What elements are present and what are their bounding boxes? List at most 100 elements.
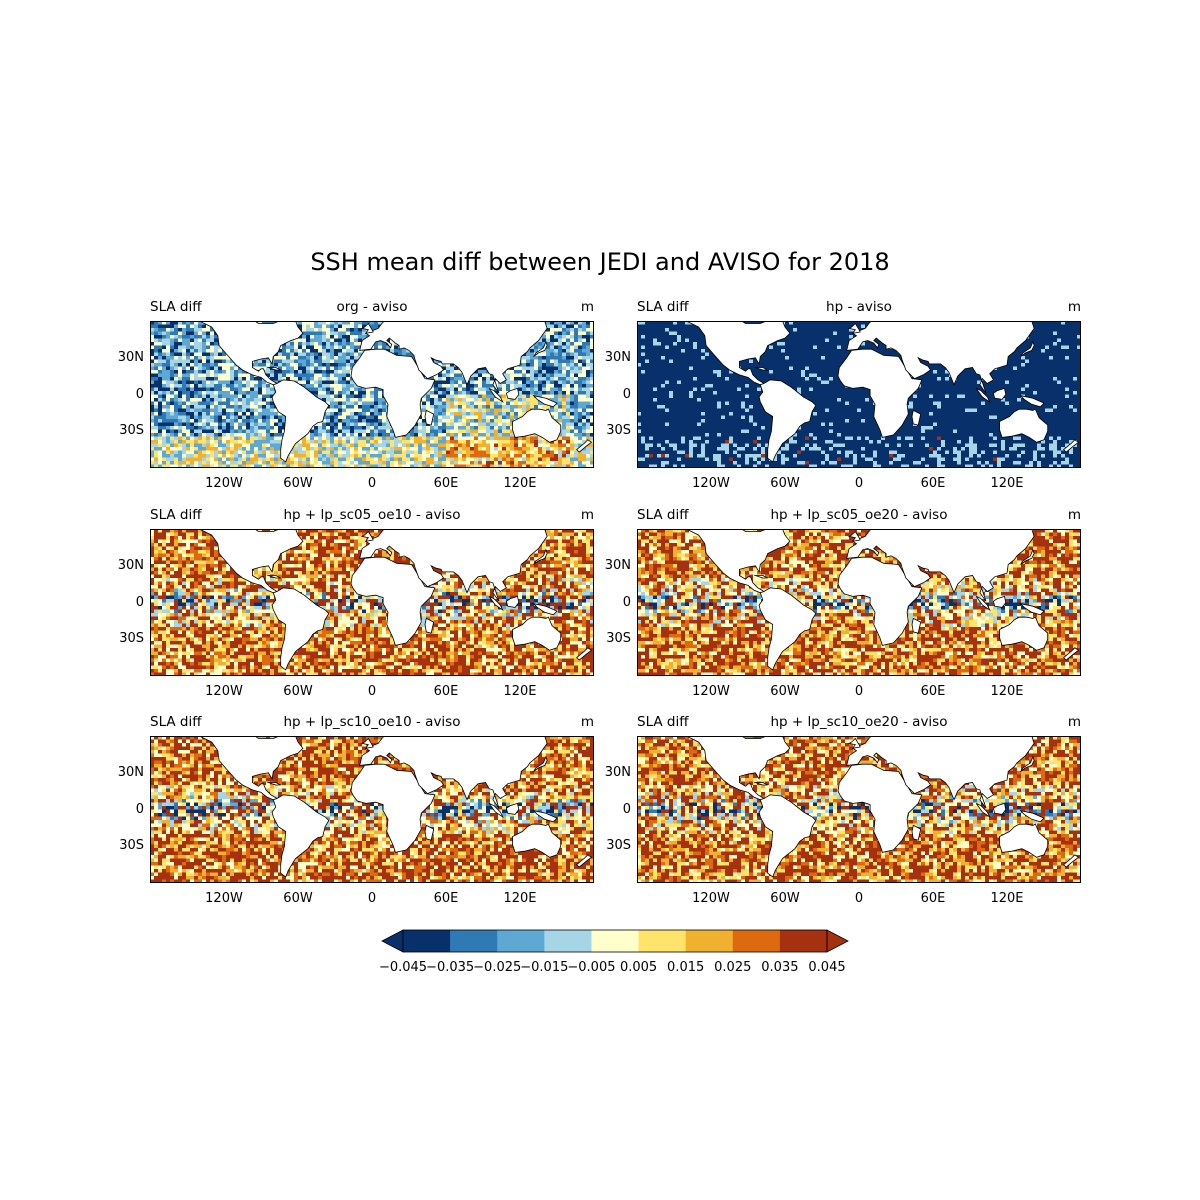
lon-tick-label: 60W [760, 476, 810, 491]
colorbar-segment [403, 930, 451, 952]
colorbar-tick-label: −0.045 [373, 960, 433, 975]
lat-tick-label: 30S [591, 838, 631, 853]
land-mask [651, 321, 1080, 463]
panel-header: SLA diff org - aviso m [150, 299, 594, 315]
colorbar-segment [779, 930, 828, 952]
lon-tick-label: 60W [273, 684, 323, 699]
panel-left-label: SLA diff [150, 507, 202, 523]
lat-tick-label: 30S [591, 423, 631, 438]
panel-left-label: SLA diff [150, 714, 202, 730]
map-border [637, 736, 1081, 883]
map-border [150, 529, 594, 676]
panel-header: SLA diff hp + lp_sc10_oe20 - aviso m [637, 714, 1081, 730]
lon-tick-label: 120E [982, 476, 1032, 491]
lon-tick-label: 0 [834, 476, 884, 491]
colorbar-tick-label: 0.015 [656, 960, 716, 975]
lat-tick-label: 30S [104, 423, 144, 438]
map-panel: SLA diff hp + lp_sc05_oe20 - aviso m 30N 0 30… [605, 507, 1081, 707]
colorbar-tick-label: 0.035 [750, 960, 810, 975]
map-plot-area [150, 321, 594, 468]
map-svg [150, 736, 594, 883]
lat-tick-label: 0 [104, 387, 144, 402]
land-mask [164, 529, 593, 671]
lon-tick-label: 120W [199, 684, 249, 699]
map-border [637, 321, 1081, 468]
lon-tick-label: 60E [908, 476, 958, 491]
panel-title: hp + lp_sc10_oe20 - aviso [637, 714, 1081, 730]
lon-tick-label: 0 [834, 891, 884, 906]
colorbar-outline [402, 929, 828, 953]
lat-tick-label: 0 [591, 387, 631, 402]
panel-header: SLA diff hp + lp_sc10_oe10 - aviso m [150, 714, 594, 730]
lon-tick-label: 0 [834, 684, 884, 699]
map-border [150, 321, 594, 468]
colorbar-segment [638, 930, 686, 952]
colorbar-tick-label: −0.025 [467, 960, 527, 975]
colorbar-segment [497, 930, 545, 952]
lon-tick-label: 120W [199, 476, 249, 491]
panel-title: org - aviso [150, 299, 594, 315]
colorbar-segment [685, 930, 734, 952]
map-plot-area [637, 321, 1081, 468]
map-border [150, 736, 594, 883]
map-plot-area [150, 529, 594, 676]
map-svg [637, 529, 1081, 676]
land-mask [651, 736, 1080, 878]
land-mask [164, 736, 593, 878]
lat-tick-label: 30S [104, 631, 144, 646]
colorbar-segment [544, 930, 592, 952]
panel-header: SLA diff hp - aviso m [637, 299, 1081, 315]
panel-header: SLA diff hp + lp_sc05_oe20 - aviso m [637, 507, 1081, 523]
panel-title: hp + lp_sc05_oe20 - aviso [637, 507, 1081, 523]
panel-title: hp + lp_sc05_oe10 - aviso [150, 507, 594, 523]
lon-tick-label: 120E [982, 684, 1032, 699]
colorbar-bar [381, 929, 849, 953]
panel-units: m [1068, 299, 1081, 315]
map-svg [637, 321, 1081, 468]
lon-tick-label: 0 [347, 891, 397, 906]
map-plot-area [637, 529, 1081, 676]
panel-left-label: SLA diff [637, 507, 689, 523]
lat-tick-label: 30N [591, 765, 631, 780]
map-panel: SLA diff org - aviso m 30N 0 30S 120W 60W 0 60E 12… [118, 299, 594, 499]
map-svg [637, 736, 1081, 883]
colorbar: −0.045 −0.035 −0.025 −0.015 −0.005 0.005 0.015… [379, 928, 850, 988]
panel-units: m [1068, 714, 1081, 730]
lat-tick-label: 0 [591, 595, 631, 610]
lon-tick-label: 120E [495, 891, 545, 906]
lon-tick-label: 60W [273, 476, 323, 491]
lat-tick-label: 0 [104, 595, 144, 610]
map-panel: SLA diff hp + lp_sc05_oe10 - aviso m 30N 0 30… [118, 507, 594, 707]
lon-tick-label: 60E [421, 476, 471, 491]
colorbar-under-arrow [381, 929, 404, 953]
colorbar-over-arrow [826, 929, 849, 953]
colorbar-tick-label: −0.015 [514, 960, 574, 975]
colorbar-tick-label: 0.025 [703, 960, 763, 975]
lon-tick-label: 0 [347, 476, 397, 491]
lon-tick-label: 120W [199, 891, 249, 906]
map-svg [150, 321, 594, 468]
main-title: SSH mean diff between JEDI and AVISO for… [0, 248, 1200, 276]
lon-tick-label: 60W [760, 684, 810, 699]
lat-tick-label: 30S [104, 838, 144, 853]
panel-units: m [581, 507, 594, 523]
map-svg [150, 529, 594, 676]
lon-tick-label: 120W [686, 476, 736, 491]
colorbar-segment [450, 930, 498, 952]
lat-tick-label: 30N [591, 350, 631, 365]
panel-units: m [581, 714, 594, 730]
lon-tick-label: 60W [273, 891, 323, 906]
lon-tick-label: 60E [908, 891, 958, 906]
panel-left-label: SLA diff [637, 714, 689, 730]
lat-tick-label: 30N [104, 558, 144, 573]
lon-tick-label: 0 [347, 684, 397, 699]
panel-units: m [1068, 507, 1081, 523]
panel-header: SLA diff hp + lp_sc05_oe10 - aviso m [150, 507, 594, 523]
lon-tick-label: 120E [495, 476, 545, 491]
colorbar-tick-label: −0.005 [561, 960, 621, 975]
colorbar-tick-label: 0.005 [609, 960, 669, 975]
lon-tick-label: 60W [760, 891, 810, 906]
colorbar-segment [732, 930, 781, 952]
lon-tick-label: 60E [908, 684, 958, 699]
map-plot-area [150, 736, 594, 883]
